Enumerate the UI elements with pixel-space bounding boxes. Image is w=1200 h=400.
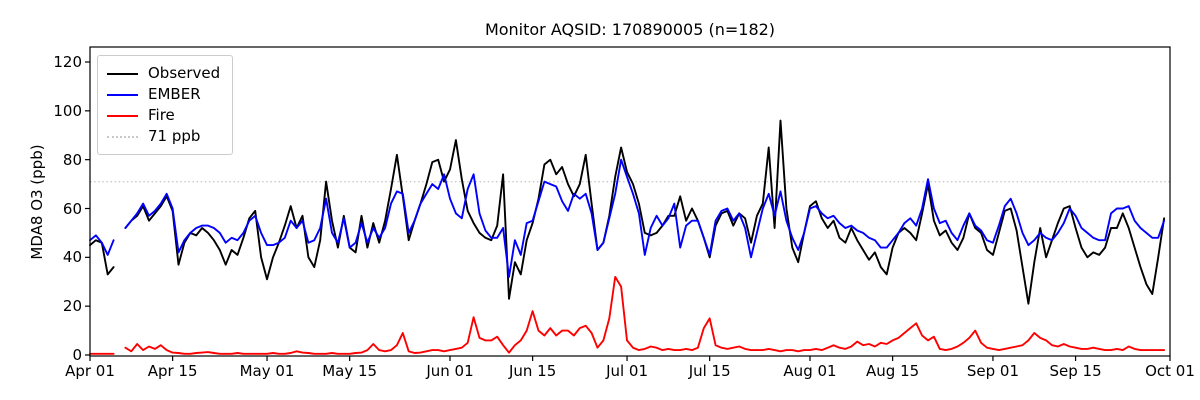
x-tick-label: Sep 15 <box>1049 362 1102 380</box>
x-tick-label: Sep 01 <box>966 362 1019 380</box>
x-tick-label: Apr 01 <box>65 362 115 380</box>
legend-item-threshold: 71 ppb <box>107 126 220 147</box>
axes-frame <box>89 46 1171 357</box>
legend-label-observed: Observed <box>148 64 221 82</box>
legend: Observed EMBER Fire 71 ppb <box>97 55 234 155</box>
observed-line-swatch <box>107 72 138 75</box>
legend-label-ember: EMBER <box>148 85 201 103</box>
y-tick-label: 80 <box>62 150 82 169</box>
chart-title: Monitor AQSID: 170890005 (n=182) <box>484 20 776 39</box>
x-tick-label: Aug 01 <box>783 362 837 380</box>
y-tick-label: 100 <box>53 101 82 120</box>
x-tick-label: Jun 01 <box>426 362 474 380</box>
legend-item-ember: EMBER <box>107 84 220 105</box>
legend-label-threshold: 71 ppb <box>148 127 201 145</box>
y-tick-label: 0 <box>72 346 82 364</box>
threshold-line-swatch <box>107 135 138 138</box>
y-tick-label: 40 <box>62 248 82 267</box>
fire-line-swatch <box>107 114 138 117</box>
y-tick-label: 20 <box>62 297 82 316</box>
x-tick-label: May 01 <box>239 362 295 380</box>
x-tick-label: Apr 15 <box>147 362 198 380</box>
y-tick-label: 120 <box>53 53 82 71</box>
series-line-fire <box>89 275 1166 355</box>
x-tick-label: Jun 15 <box>508 362 557 380</box>
x-tick-label: May 15 <box>322 362 378 380</box>
ember-line-swatch <box>107 93 138 96</box>
x-tick-label: Jul 15 <box>688 362 731 380</box>
x-tick-label: Jul 01 <box>606 362 649 380</box>
legend-label-fire: Fire <box>148 106 175 124</box>
legend-item-fire: Fire <box>107 105 220 126</box>
x-tick-label: Oct 01 <box>1145 362 1195 380</box>
legend-item-observed: Observed <box>107 63 220 84</box>
y-tick-label: 60 <box>62 199 82 218</box>
x-tick-label: Aug 15 <box>866 362 920 380</box>
series-line-ember <box>89 158 1166 278</box>
